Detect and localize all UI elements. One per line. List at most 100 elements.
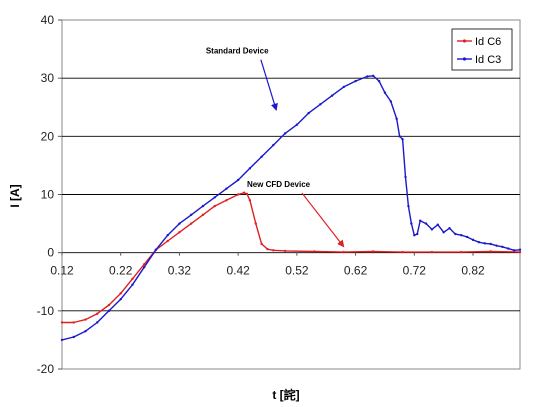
annotation-arrow-new-cfd-device bbox=[301, 192, 345, 248]
data-point-id-c6 bbox=[342, 250, 346, 254]
data-point-id-c3 bbox=[319, 103, 322, 106]
data-point-id-c6 bbox=[60, 321, 64, 324]
data-point-id-c3 bbox=[131, 283, 134, 286]
data-point-id-c3 bbox=[307, 111, 310, 115]
legend-marker-id-c3 bbox=[462, 57, 467, 61]
data-point-id-c6 bbox=[518, 250, 522, 254]
y-tick-label: 30 bbox=[41, 71, 55, 85]
data-point-id-c3 bbox=[483, 242, 486, 245]
x-tick-label: 0.42 bbox=[226, 264, 250, 278]
data-point-id-c6 bbox=[401, 250, 404, 254]
data-point-id-c3 bbox=[260, 155, 263, 158]
data-point-id-c3 bbox=[377, 79, 381, 83]
data-point-id-c6 bbox=[372, 250, 375, 253]
series-group bbox=[60, 74, 522, 342]
data-point-id-c3 bbox=[60, 338, 64, 342]
legend-label-id-c6: Id C6 bbox=[475, 36, 501, 48]
x-tick-label: 0.12 bbox=[50, 264, 74, 278]
data-point-id-c6 bbox=[201, 213, 205, 217]
data-point-id-c6 bbox=[166, 239, 169, 243]
data-point-id-c3 bbox=[489, 242, 492, 246]
data-point-id-c3 bbox=[418, 219, 422, 222]
data-point-id-c6 bbox=[84, 318, 87, 321]
data-point-id-c3 bbox=[342, 85, 346, 89]
x-tick-label: 0.82 bbox=[461, 264, 485, 278]
data-point-id-c6 bbox=[266, 247, 269, 251]
data-point-id-c3 bbox=[372, 74, 375, 78]
y-axis: -20 -10 0 10 20 30 40 bbox=[37, 13, 62, 376]
y-tick-label: -20 bbox=[37, 362, 55, 376]
data-point-id-c3 bbox=[166, 234, 169, 237]
data-point-id-c3 bbox=[178, 222, 181, 225]
data-point-id-c3 bbox=[389, 100, 393, 103]
y-tick-label: -10 bbox=[37, 304, 55, 318]
data-point-id-c3 bbox=[225, 187, 228, 190]
data-point-id-c6 bbox=[460, 250, 463, 254]
data-point-id-c3 bbox=[413, 234, 416, 237]
data-point-id-c3 bbox=[107, 309, 111, 313]
data-point-id-c6 bbox=[178, 231, 181, 234]
data-point-id-c6 bbox=[260, 242, 263, 246]
x-tick-label: 0.22 bbox=[109, 264, 133, 278]
data-point-id-c3 bbox=[465, 235, 469, 239]
legend-label-id-c3: Id C3 bbox=[475, 54, 501, 66]
data-point-id-c6 bbox=[272, 249, 275, 252]
data-point-id-c3 bbox=[213, 196, 216, 199]
data-point-id-c3 bbox=[189, 213, 193, 217]
y-tick-label: 0 bbox=[47, 246, 54, 260]
data-point-id-c3 bbox=[448, 227, 451, 230]
x-tick-label: 0.52 bbox=[285, 264, 309, 278]
data-point-id-c3 bbox=[283, 132, 287, 135]
data-point-id-c3 bbox=[248, 167, 252, 170]
data-point-id-c3 bbox=[154, 248, 158, 251]
legend-marker-id-c6 bbox=[462, 39, 467, 43]
series-line-id-c6 bbox=[62, 192, 521, 324]
data-point-id-c3 bbox=[330, 94, 334, 97]
data-point-id-c6 bbox=[72, 321, 75, 324]
data-point-id-c3 bbox=[495, 244, 498, 247]
data-point-id-c6 bbox=[131, 277, 134, 281]
data-point-id-c3 bbox=[383, 91, 387, 94]
y-tick-label: 40 bbox=[41, 13, 55, 27]
x-tick-label: 0.72 bbox=[403, 264, 427, 278]
data-point-id-c6 bbox=[242, 191, 246, 194]
x-tick-label: 0.62 bbox=[344, 264, 368, 278]
data-point-id-c3 bbox=[201, 204, 205, 208]
y-tick-label: 20 bbox=[41, 129, 55, 143]
data-point-id-c3 bbox=[119, 298, 122, 301]
data-point-id-c6 bbox=[313, 250, 316, 253]
data-point-id-c3 bbox=[295, 123, 299, 126]
data-point-id-c3 bbox=[416, 232, 419, 236]
data-point-id-c6 bbox=[225, 199, 228, 202]
data-point-id-c3 bbox=[410, 222, 413, 225]
data-point-id-c3 bbox=[404, 175, 407, 179]
annotation-arrow-standard-device bbox=[260, 59, 278, 111]
data-point-id-c3 bbox=[366, 75, 369, 78]
data-point-id-c3 bbox=[424, 222, 428, 225]
data-point-id-c3 bbox=[236, 178, 240, 182]
data-point-id-c3 bbox=[477, 240, 481, 244]
data-point-id-c3 bbox=[96, 321, 99, 324]
data-point-id-c3 bbox=[395, 117, 398, 121]
data-point-id-c3 bbox=[84, 329, 87, 333]
data-point-id-c3 bbox=[354, 79, 357, 83]
data-point-id-c3 bbox=[471, 238, 475, 242]
x-axis: 0.12 0.22 0.32 0.42 0.52 0.62 0.72 0.82 bbox=[50, 252, 485, 278]
data-point-id-c3 bbox=[512, 249, 516, 252]
data-point-id-c6 bbox=[248, 199, 252, 202]
data-point-id-c6 bbox=[254, 222, 257, 225]
x-tick-label: 0.32 bbox=[168, 264, 192, 278]
data-point-id-c3 bbox=[442, 231, 445, 234]
x-axis-title: t [詫] bbox=[272, 387, 299, 402]
data-point-id-c3 bbox=[507, 247, 510, 250]
data-point-id-c6 bbox=[245, 192, 249, 196]
data-point-id-c6 bbox=[430, 250, 434, 254]
data-point-id-c6 bbox=[189, 222, 193, 225]
legend-box bbox=[451, 28, 513, 71]
annotation-standard-device: Standard Device bbox=[206, 47, 269, 56]
data-point-id-c6 bbox=[489, 250, 492, 253]
legend: Id C6 Id C3 bbox=[451, 28, 513, 71]
data-point-id-c3 bbox=[407, 204, 410, 208]
data-point-id-c6 bbox=[96, 312, 99, 315]
